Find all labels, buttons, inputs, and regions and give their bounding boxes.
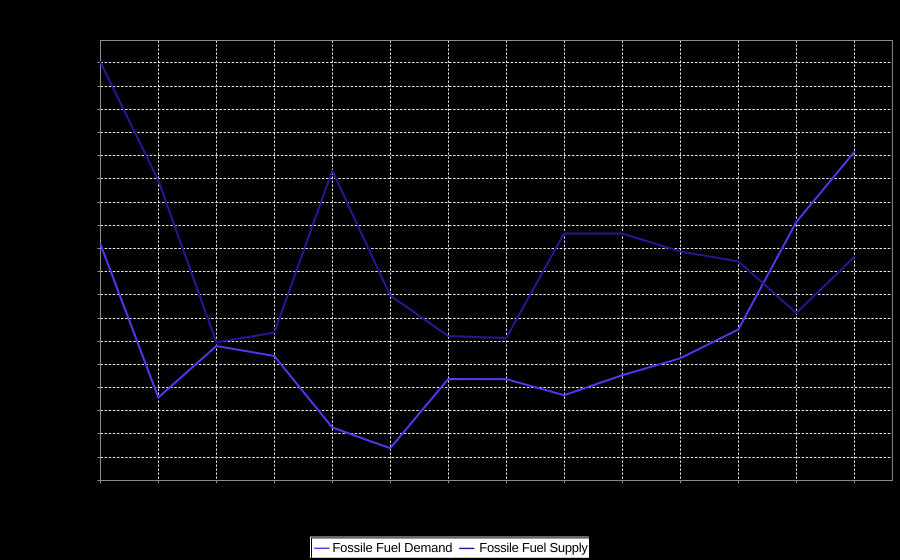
- svg-text:Fossile Fuel Demand: Fossile Fuel Demand: [332, 540, 452, 555]
- svg-text:Fossile Fuel Supply: Fossile Fuel Supply: [479, 540, 588, 555]
